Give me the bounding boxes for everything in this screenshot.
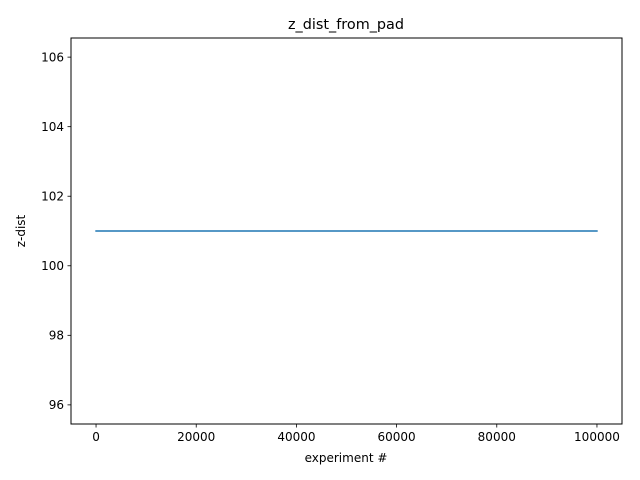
y-tick-label: 100 xyxy=(41,259,64,273)
y-tick-label: 106 xyxy=(41,50,64,64)
x-tick-label: 60000 xyxy=(377,430,415,444)
x-tick-label: 100000 xyxy=(574,430,620,444)
x-tick-label: 40000 xyxy=(277,430,315,444)
chart-title: z_dist_from_pad xyxy=(288,17,404,33)
x-tick-label: 20000 xyxy=(177,430,215,444)
y-tick-label: 96 xyxy=(49,398,64,412)
y-tick-label: 98 xyxy=(49,329,64,343)
x-tick-label: 80000 xyxy=(478,430,516,444)
x-tick-label: 0 xyxy=(92,430,100,444)
plot-area-frame xyxy=(70,37,623,425)
x-axis-label: experiment # xyxy=(305,451,388,465)
y-axis-label: z-dist xyxy=(14,214,28,247)
y-tick-label: 104 xyxy=(41,120,64,134)
y-tick-label: 102 xyxy=(41,189,64,203)
